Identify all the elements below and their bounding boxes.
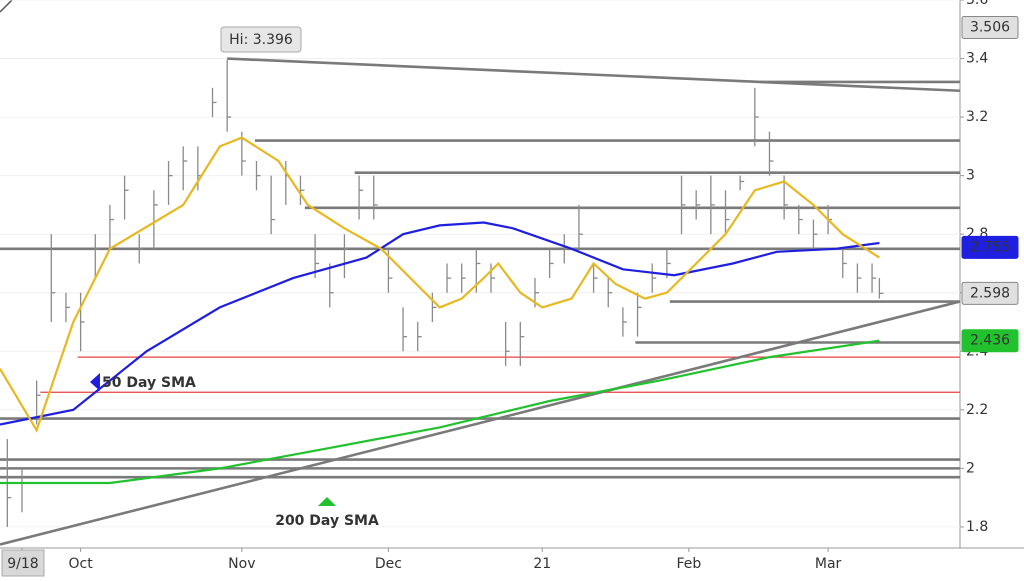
- price-label-box: [961, 281, 1019, 305]
- annotation: Hi: 3.396: [229, 32, 293, 48]
- pencil-icon: [0, 0, 14, 13]
- price-label: 2.755: [970, 239, 1010, 255]
- price-label: 2.436: [970, 333, 1010, 349]
- x-tick-label: 9/18: [7, 556, 38, 572]
- annotation-arrow: [318, 497, 336, 506]
- price-label-box: [961, 16, 1019, 40]
- x-tick-label: Dec: [375, 556, 402, 572]
- y-tick-label: 2: [966, 460, 975, 476]
- level-line: [0, 300, 961, 546]
- price-label-box: [961, 235, 1019, 259]
- y-tick-label: 3: [966, 168, 975, 184]
- annotation-box: [220, 26, 302, 53]
- price-label-box: [961, 329, 1019, 353]
- annotation: 200 Day SMA: [275, 513, 379, 529]
- moving-average: [0, 339, 880, 485]
- x-tick-label: Oct: [69, 556, 94, 572]
- x-tick-label: 21: [533, 556, 551, 572]
- level-line: [227, 57, 961, 93]
- moving-average: [0, 221, 880, 426]
- annotation: 50 Day SMA: [102, 375, 196, 391]
- annotation-arrow: [90, 373, 100, 391]
- y-tick-label: 3.6: [966, 0, 988, 8]
- price-label: 2.598: [970, 285, 1010, 301]
- x-tick-label: Mar: [815, 556, 842, 572]
- y-tick-label: 3.2: [966, 109, 988, 125]
- x-tick-box: [1, 549, 45, 577]
- x-tick-label: Nov: [228, 556, 255, 572]
- x-tick-label: Feb: [676, 556, 701, 572]
- y-tick-label: 1.8: [966, 519, 988, 535]
- y-tick-label: 3.4: [966, 51, 988, 67]
- price-label: 3.506: [970, 20, 1010, 36]
- y-tick-label: 2.2: [966, 402, 988, 418]
- moving-average: [0, 136, 880, 433]
